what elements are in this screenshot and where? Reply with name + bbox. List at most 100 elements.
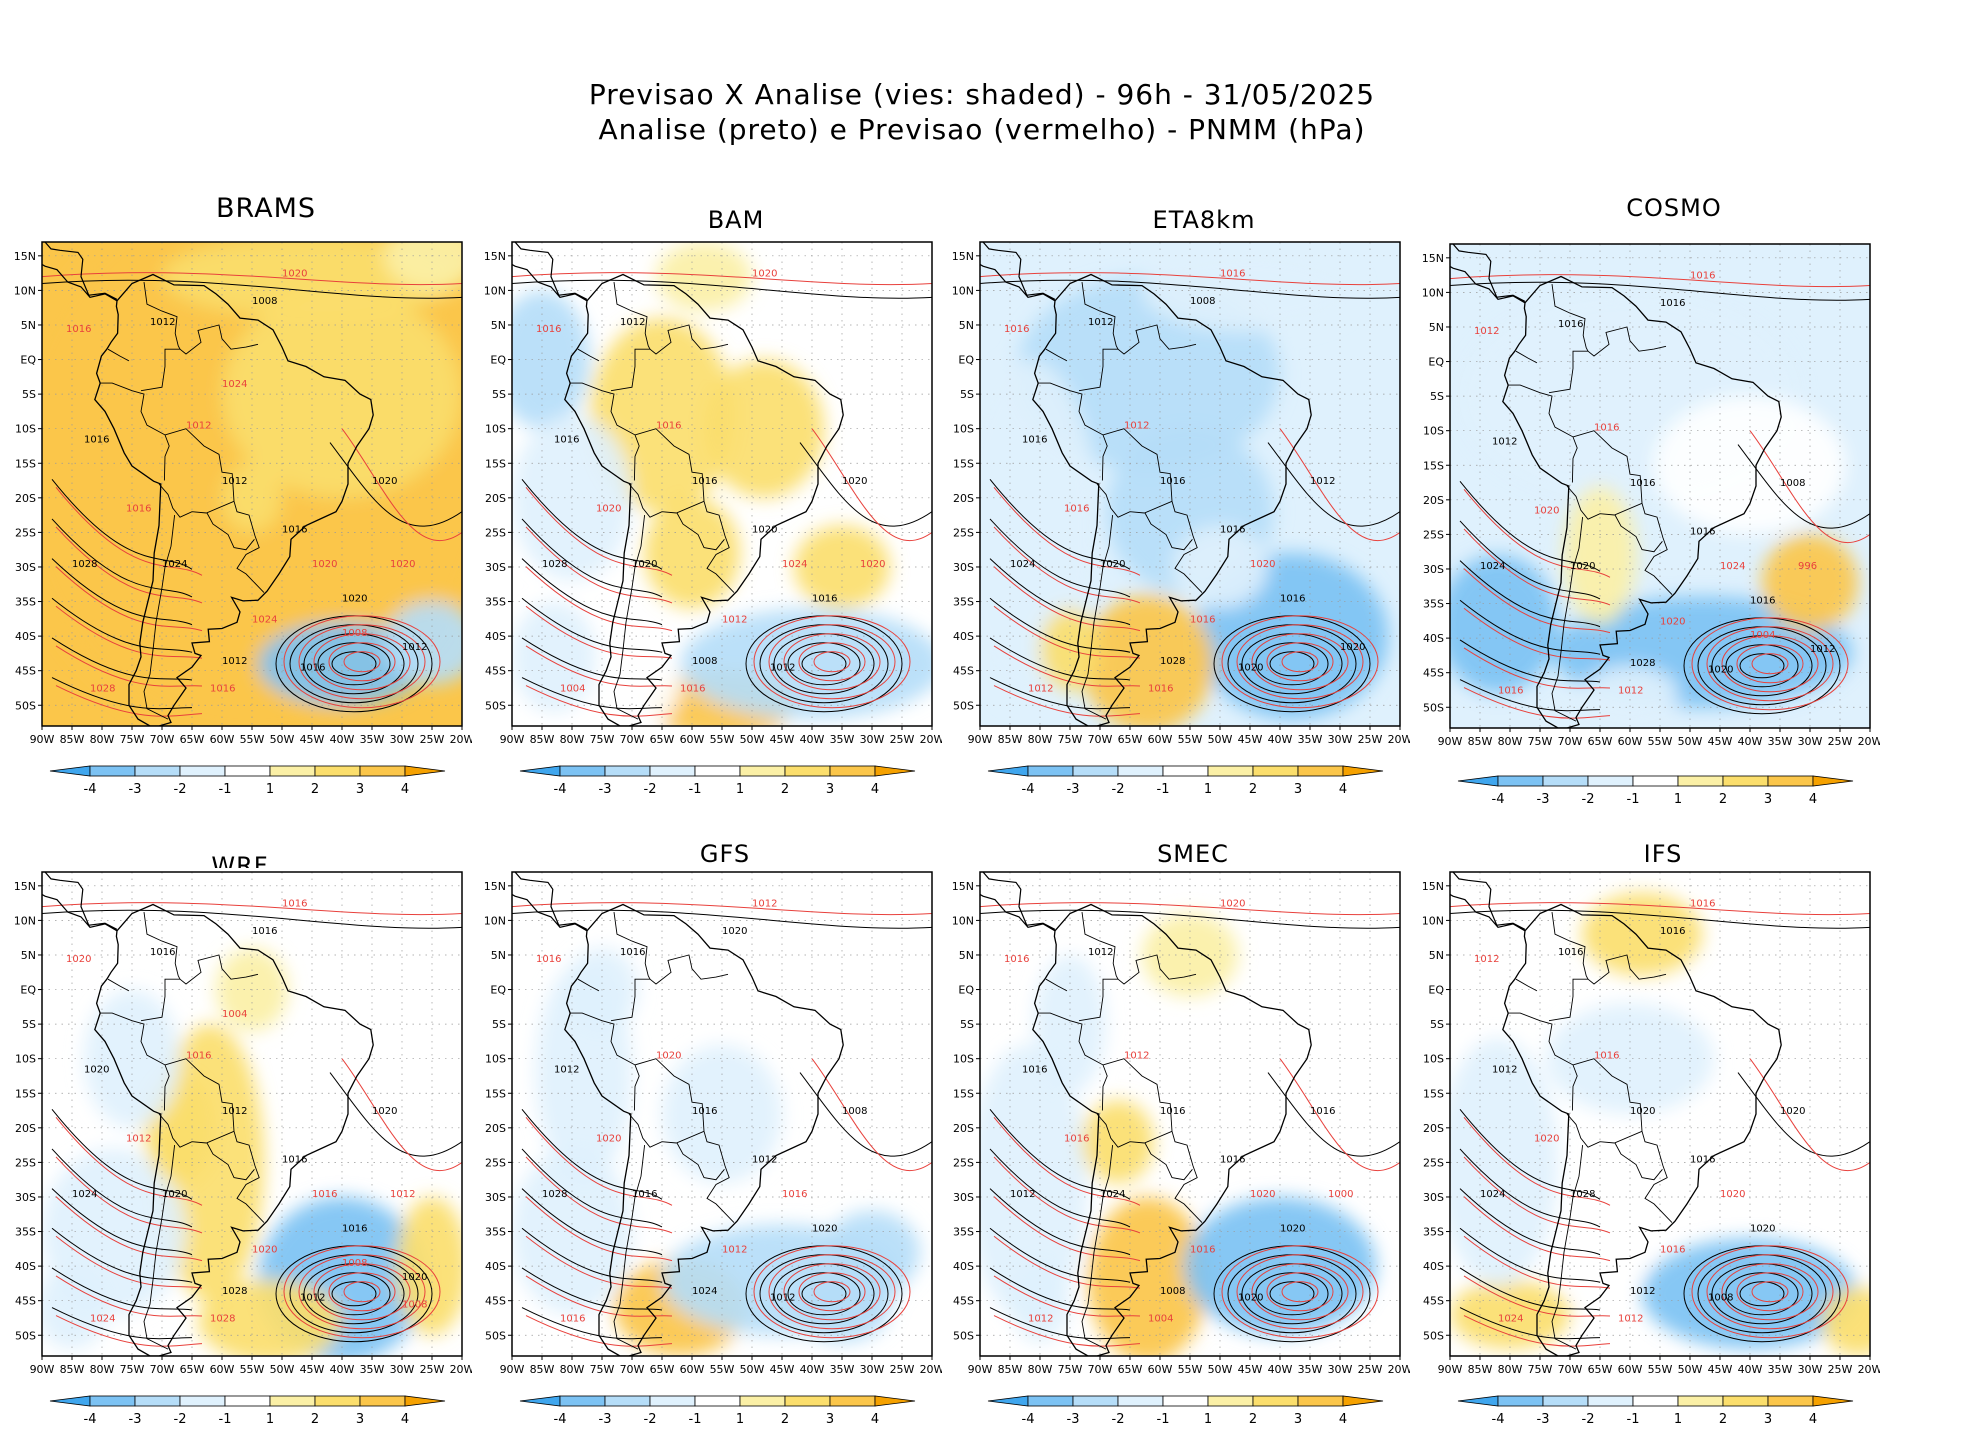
- colorbar-segment: [829, 765, 876, 777]
- colorbar-label: 2: [781, 1412, 789, 1427]
- lat-tick-label: 30S: [485, 1191, 506, 1204]
- lon-tick-label: 55W: [1178, 1363, 1203, 1376]
- isobar-label-analysis: 1016: [1750, 596, 1775, 607]
- south-america-coastline: [1032, 273, 1312, 726]
- lon-tick-label: 90W: [30, 733, 55, 746]
- isobar-label-forecast: 1024: [90, 1313, 115, 1324]
- lon-tick-label: 45W: [300, 733, 325, 746]
- colorbar-segment: [649, 1395, 696, 1407]
- colorbar-label: 4: [871, 782, 879, 797]
- central-america-coastline: [1450, 244, 1526, 304]
- country-border: [1551, 1145, 1584, 1350]
- lat-tick-label: EQ: [20, 354, 36, 367]
- isobar-label-analysis: 1016: [1160, 1106, 1185, 1117]
- lon-tick-label: 50W: [270, 1363, 295, 1376]
- colorbar-segment: [134, 765, 181, 777]
- country-border: [1045, 978, 1068, 992]
- lat-tick-label: 15N: [1422, 880, 1444, 893]
- lat-tick-label: 5N: [1429, 321, 1444, 334]
- isobar-label-analysis: 1012: [150, 317, 175, 328]
- colorbar-label: 2: [1719, 1412, 1727, 1427]
- isobar-label-analysis: 1024: [72, 1189, 97, 1200]
- country-border: [233, 501, 265, 593]
- south-america-coastline: [1502, 275, 1782, 728]
- lat-tick-label: 15S: [1423, 1087, 1444, 1100]
- country-border: [1078, 324, 1197, 392]
- isobar-label-forecast: 1012: [1028, 683, 1053, 694]
- lat-tick-label: 30S: [15, 1191, 36, 1204]
- isobar-label-analysis: 1012: [1492, 437, 1517, 448]
- lon-tick-label: 85W: [530, 733, 555, 746]
- colorbar-extend-low: [987, 1395, 1029, 1407]
- lat-tick-label: 30S: [1423, 563, 1444, 576]
- lat-tick-label: 50S: [1423, 1329, 1444, 1342]
- lon-tick-label: 65W: [650, 733, 675, 746]
- colorbar-segment: [1297, 765, 1344, 777]
- lat-tick-label: 10N: [1422, 914, 1444, 927]
- colorbar-eta8km: -4 -3 -2 -1 1 2 3 4: [987, 765, 1384, 797]
- lat-tick-label: 25S: [1423, 528, 1444, 541]
- colorbar-label: 3: [356, 1412, 364, 1427]
- lon-tick-label: 75W: [1528, 1363, 1553, 1376]
- lon-tick-label: 40W: [1268, 1363, 1293, 1376]
- lat-tick-label: 10N: [952, 284, 974, 297]
- colorbar-label: 4: [401, 782, 409, 797]
- isobar-label-forecast: 1016: [1148, 683, 1173, 694]
- country-border: [1566, 485, 1643, 520]
- country-border: [1171, 1131, 1203, 1223]
- lon-tick-label: 70W: [1558, 735, 1583, 748]
- lon-tick-label: 85W: [530, 1363, 555, 1376]
- lon-tick-label: 35W: [360, 733, 385, 746]
- lon-tick-label: 90W: [1438, 1363, 1463, 1376]
- lat-tick-label: 45S: [1423, 667, 1444, 680]
- south-america-coastline: [94, 903, 374, 1356]
- country-border: [703, 1131, 735, 1223]
- lat-tick-label: 10N: [1422, 286, 1444, 299]
- isobar-label-forecast: 1016: [680, 683, 705, 694]
- isobar-label-analysis: 1012: [1810, 644, 1835, 655]
- isobar-label-analysis: 1016: [1160, 476, 1185, 487]
- colorbar-extend-high: [1812, 1395, 1854, 1407]
- colorbar-label: 2: [311, 1412, 319, 1427]
- colorbar-label: -2: [1112, 782, 1125, 797]
- isobar-label-analysis: 1020: [632, 559, 657, 570]
- country-border: [143, 282, 181, 350]
- isobar-label-analysis: 1008: [1780, 478, 1805, 489]
- isobar-label-analysis: 1012: [1088, 317, 1113, 328]
- figure-title-line2: Analise (preto) e Previsao (vermelho) - …: [598, 113, 1366, 146]
- colorbar-extend-high: [404, 765, 446, 777]
- country-border: [610, 954, 729, 1022]
- panel-title-ifs: IFS: [1643, 840, 1683, 868]
- colorbar-label: 2: [1719, 792, 1727, 807]
- lon-tick-label: 85W: [1468, 1363, 1493, 1376]
- isobar-label-forecast: 1016: [782, 1189, 807, 1200]
- colorbar-ifs: -4 -3 -2 -1 1 2 3 4: [1457, 1395, 1854, 1427]
- lon-tick-label: 20W: [1388, 1363, 1410, 1376]
- colorbar-segment: [784, 1395, 831, 1407]
- colorbar-segment: [1767, 1395, 1814, 1407]
- bias-region: [198, 1279, 342, 1356]
- isobar-label-analysis: 1024: [1480, 561, 1505, 572]
- colorbar-label: 2: [1249, 1412, 1257, 1427]
- isobar-label-analysis: 1028: [542, 559, 567, 570]
- lat-tick-label: 5N: [21, 319, 36, 332]
- lon-tick-label: 35W: [360, 1363, 385, 1376]
- country-border: [1515, 978, 1538, 992]
- bias-region: [1142, 248, 1358, 332]
- lon-tick-label: 60W: [1148, 733, 1173, 746]
- colorbar-label: 1: [736, 1412, 744, 1427]
- bias-region: [662, 1044, 782, 1184]
- lat-tick-label: 5S: [960, 1018, 974, 1031]
- country-border: [1081, 282, 1119, 350]
- figure-title-line1: Previsao X Analise (vies: shaded) - 96h …: [588, 78, 1376, 111]
- isobar-label-analysis: 1020: [162, 1189, 187, 1200]
- colorbar-extend-low: [1457, 1395, 1499, 1407]
- lat-tick-label: 25S: [15, 1156, 36, 1169]
- colorbar-segment: [694, 765, 741, 777]
- lon-tick-label: 40W: [330, 733, 355, 746]
- colorbar-wrf: -4 -3 -2 -1 1 2 3 4: [49, 1395, 446, 1427]
- isobar-label-analysis: 1020: [1238, 1293, 1263, 1304]
- bias-region: [656, 242, 752, 312]
- isobar-label-forecast: 1016: [1190, 1244, 1215, 1255]
- colorbar-segment: [559, 1395, 606, 1407]
